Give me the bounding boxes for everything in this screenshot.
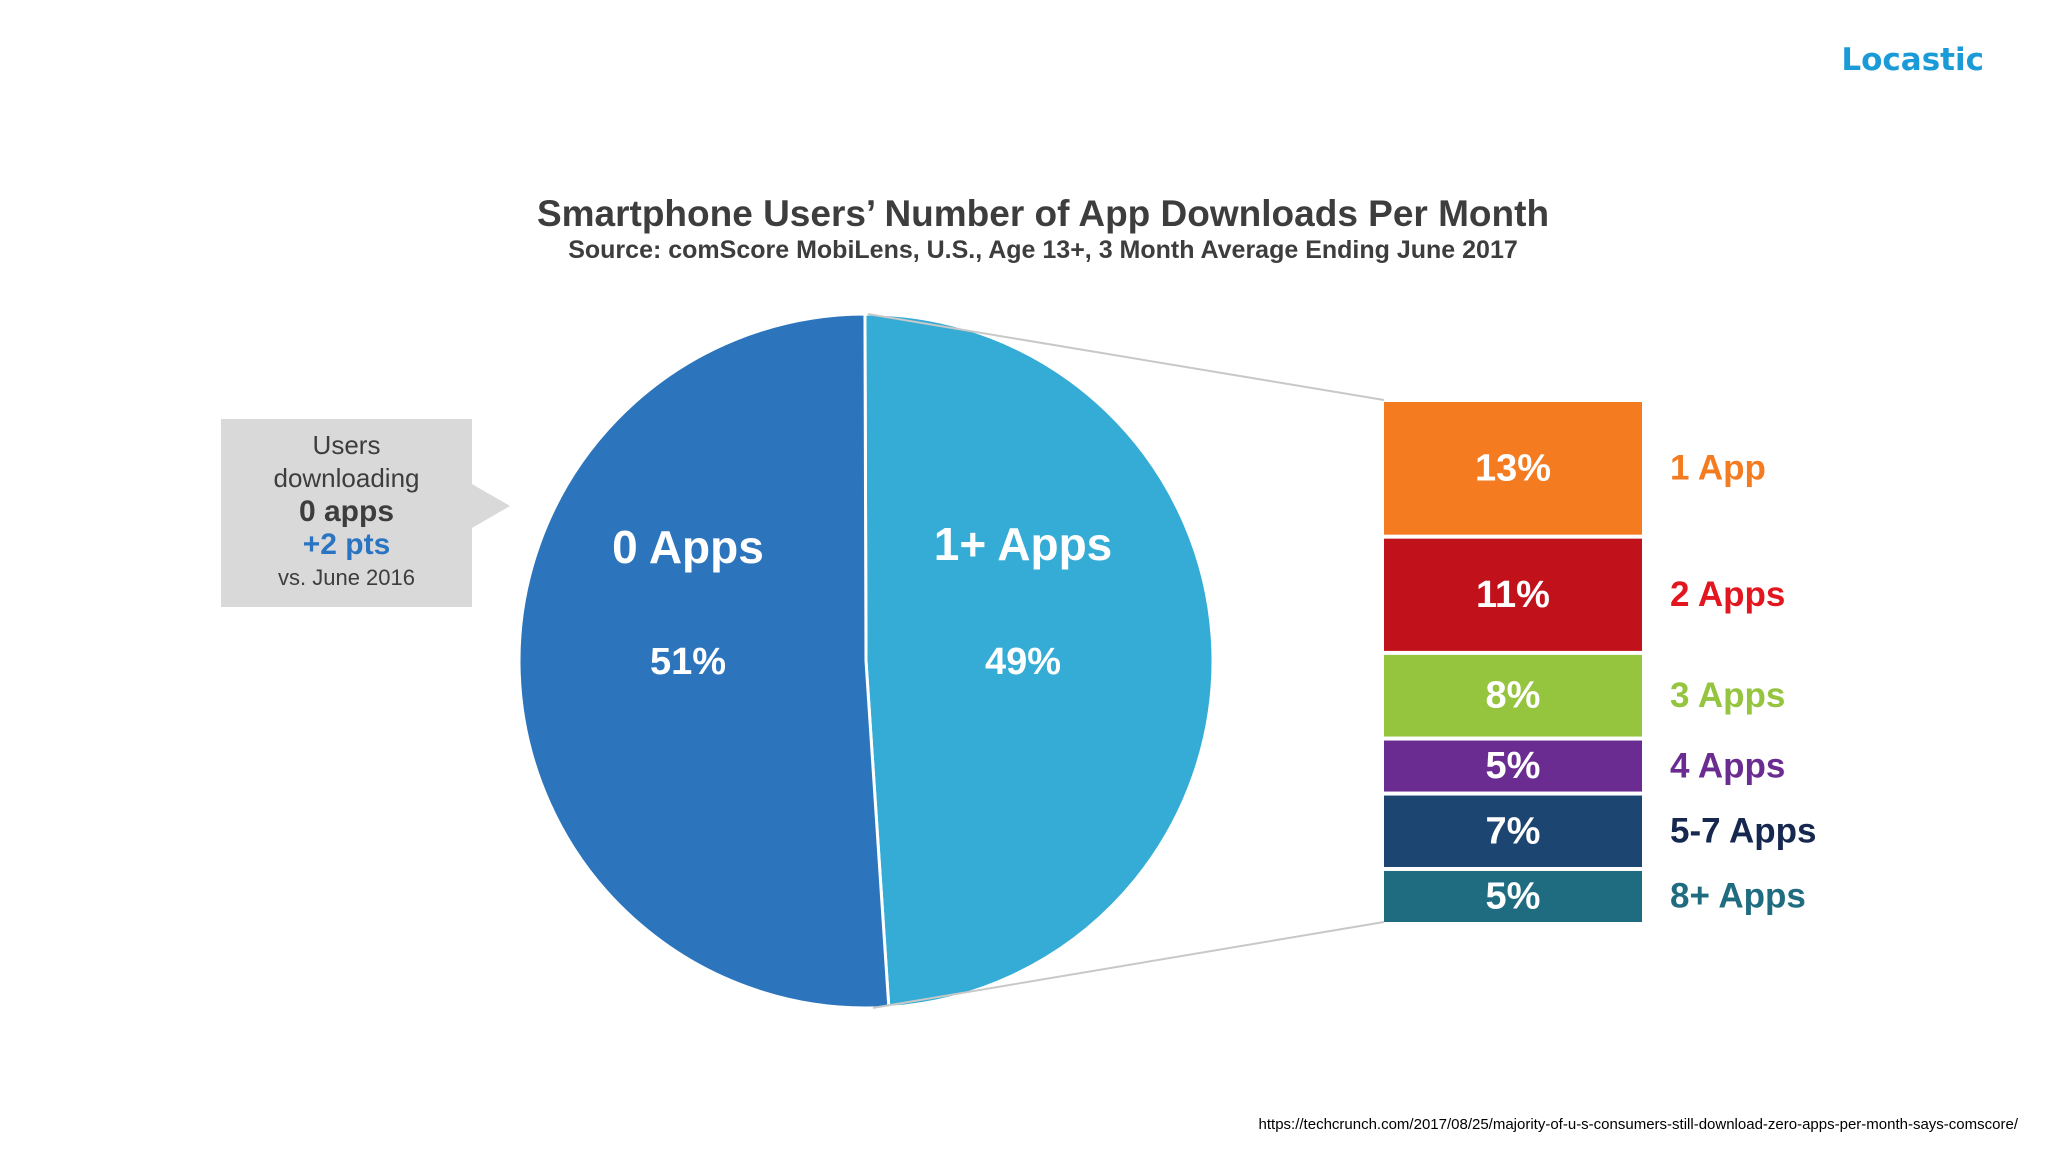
bar-segment — [1384, 795, 1642, 867]
bar-segment-label: 4 Apps — [1670, 746, 1785, 785]
callout-highlight: 0 apps — [298, 495, 395, 528]
bar-segment-value: 5% — [1486, 745, 1541, 787]
bar-segment-label: 2 Apps — [1670, 575, 1785, 614]
callout-line: Users — [312, 430, 381, 460]
bar-segment-label: 5-7 Apps — [1670, 812, 1817, 851]
callout-box: Users downloading 0 apps +2 pts vs. June… — [221, 419, 472, 607]
pie-slice-one-plus-apps — [863, 312, 1215, 1009]
bar-segment-value: 7% — [1486, 810, 1541, 852]
pie-slice-zero-apps — [517, 312, 891, 1010]
bar-segment — [1384, 740, 1642, 792]
connector-line-top — [867, 313, 1385, 401]
bar-segment — [1384, 654, 1642, 737]
bar-segment-label: 3 Apps — [1670, 676, 1785, 715]
bar-segment-value: 11% — [1476, 574, 1550, 616]
pie-slice-label: 1+ Apps — [934, 518, 1113, 570]
bar-segment — [1384, 402, 1642, 535]
chart-subtitle: Source: comScore MobiLens, U.S., Age 13+… — [568, 236, 1518, 264]
callout-pointer — [472, 484, 510, 528]
brand-logo: Locastic — [1841, 42, 1984, 78]
bar-segment-label: 1 App — [1670, 449, 1766, 488]
callout-note: vs. June 2016 — [278, 565, 415, 590]
pie-slice-value: 49% — [985, 641, 1061, 683]
bar-segment — [1384, 538, 1642, 651]
bar-segment-value: 13% — [1475, 447, 1551, 489]
bar-segment — [1384, 870, 1642, 922]
chart-title: Smartphone Users’ Number of App Download… — [536, 193, 1550, 234]
bar-segment-value: 8% — [1486, 675, 1541, 717]
bar-segment-label: 8+ Apps — [1670, 877, 1806, 916]
bar-segment-value: 5% — [1486, 876, 1541, 918]
source-url: https://techcrunch.com/2017/08/25/majori… — [1258, 1116, 2018, 1133]
connector-line-bottom — [872, 921, 1385, 1009]
callout-line: downloading — [273, 463, 420, 493]
callout-change: +2 pts — [302, 528, 391, 561]
pie-slice-label: 0 Apps — [612, 521, 764, 573]
pie-slice-value: 51% — [650, 641, 726, 683]
